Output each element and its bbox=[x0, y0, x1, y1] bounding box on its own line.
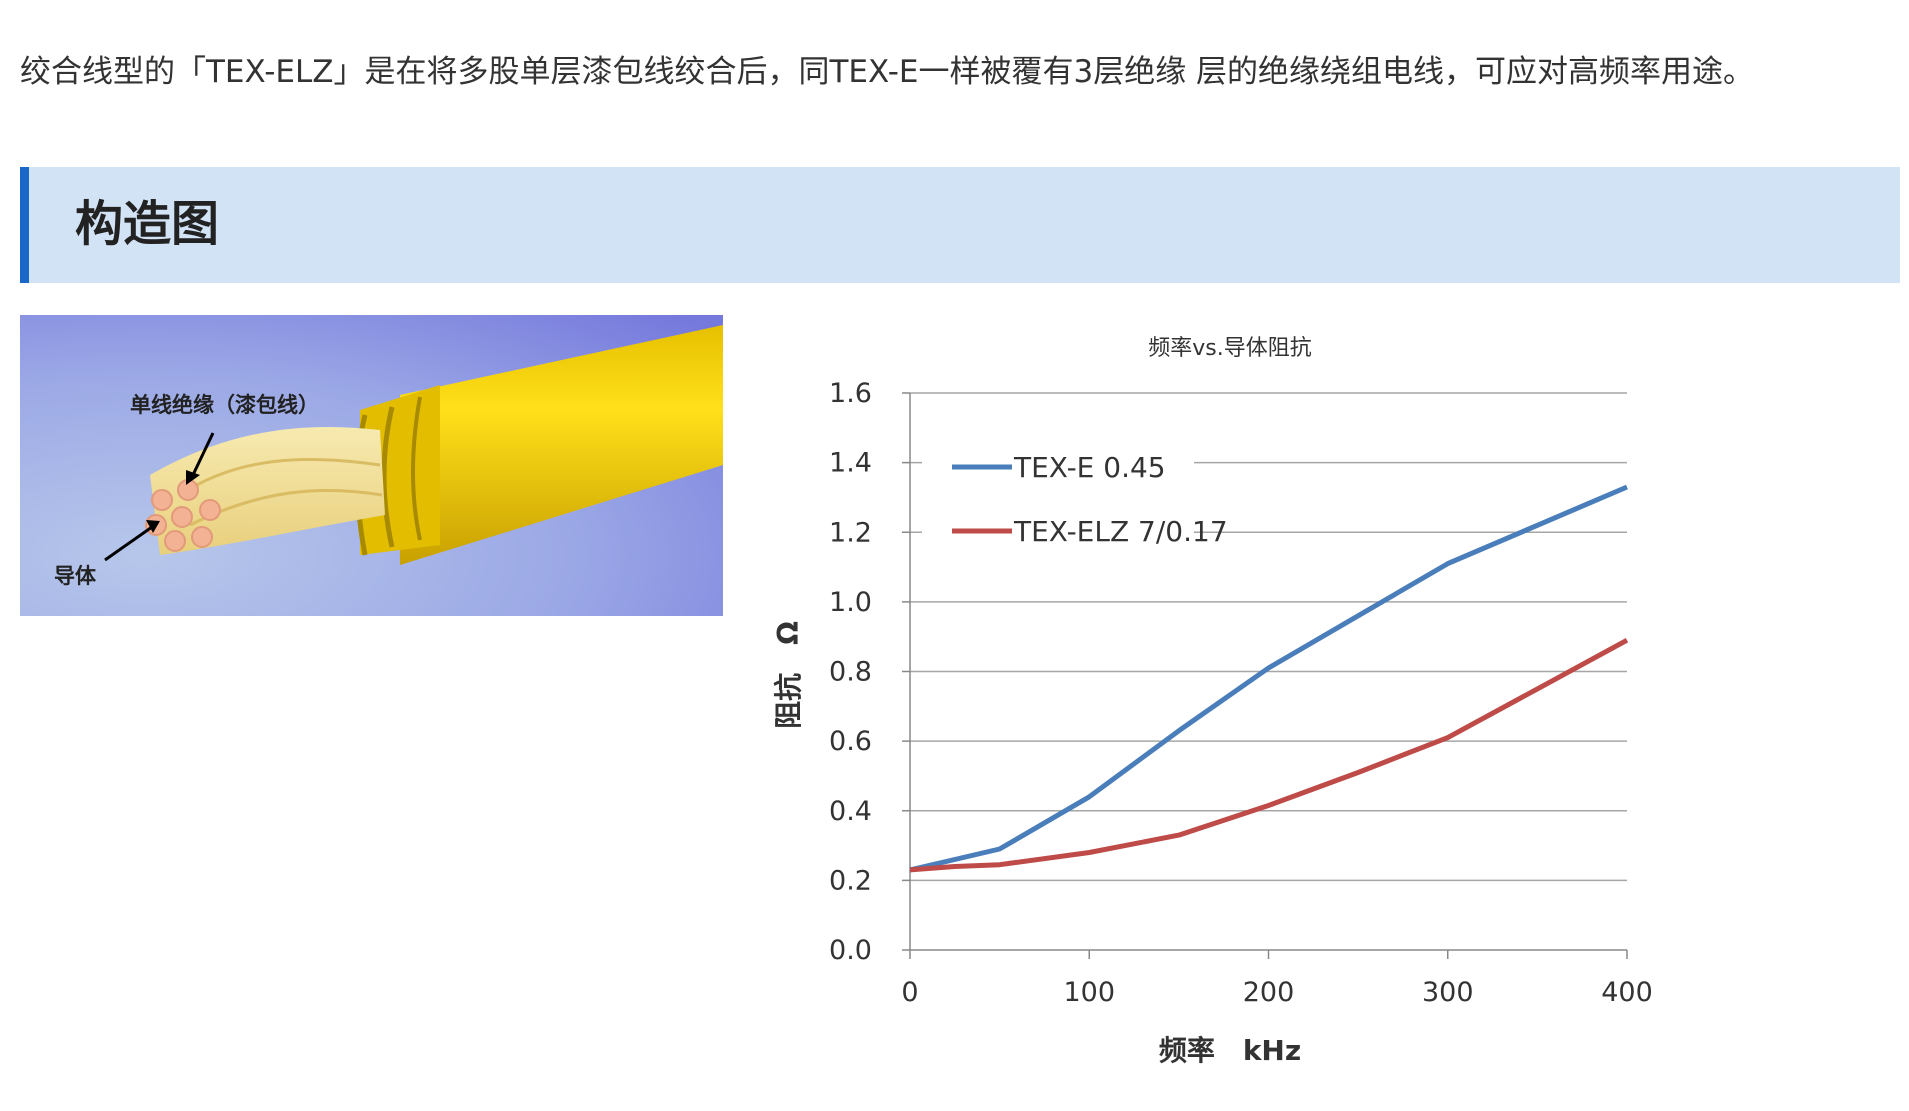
conductor-strand bbox=[151, 489, 173, 511]
conductor-bundle bbox=[145, 479, 221, 552]
x-tick-label: 200 bbox=[1243, 977, 1295, 1008]
series-lines bbox=[909, 484, 1629, 873]
y-tick-label: 0.4 bbox=[829, 796, 872, 827]
conductor-pointer-arrow bbox=[104, 525, 153, 562]
conductor-label: 导体 bbox=[54, 564, 97, 588]
y-tick-labels: 0.0 0.2 0.4 0.6 0.8 1.0 1.2 1.4 1.6 bbox=[829, 378, 872, 966]
impedance-chart: 频率vs.导体阻抗 0.0 0.2 0.4 0.6 0.8 1.0 1.2 1.4 1.6 0 1… bbox=[772, 336, 1653, 1067]
conductor-strand bbox=[191, 526, 213, 548]
x-tick-label: 300 bbox=[1422, 977, 1474, 1008]
chart-title: 频率vs.导体阻抗 bbox=[1148, 336, 1311, 361]
y-tick-label: 0.6 bbox=[829, 726, 872, 757]
insulation-arrowhead bbox=[186, 470, 200, 485]
legend-label: TEX-E 0.45 bbox=[1013, 451, 1166, 484]
insulation-ring-3 bbox=[411, 396, 422, 541]
conductor-strand bbox=[164, 530, 186, 552]
grid-lines bbox=[910, 392, 1627, 882]
y-tick-label: 1.4 bbox=[829, 448, 872, 479]
conductor-strand bbox=[199, 499, 221, 521]
x-tick-labels: 0 100 200 300 400 bbox=[901, 977, 1652, 1008]
x-tick-label: 400 bbox=[1601, 977, 1653, 1008]
y-tick-label: 0.2 bbox=[829, 865, 872, 896]
series-line bbox=[909, 638, 1629, 873]
insulation-label: 单线绝缘（漆包线） bbox=[130, 393, 319, 417]
cable-structure-illustration: 单线绝缘（漆包线） 导体 bbox=[20, 315, 723, 616]
conductor-arrowhead bbox=[146, 520, 160, 533]
strand-twist-1 bbox=[179, 457, 381, 497]
series-line bbox=[909, 484, 1628, 873]
y-tick-label: 0.8 bbox=[829, 657, 872, 688]
x-tick-label: 0 bbox=[901, 977, 918, 1008]
section-title: 构造图 bbox=[75, 196, 220, 252]
y-axis-label: 阻抗 Ω bbox=[772, 621, 805, 729]
insulation-pointer-arrow bbox=[190, 432, 215, 478]
section-header: 构造图 bbox=[20, 167, 1900, 283]
y-tick-label: 1.2 bbox=[829, 517, 872, 548]
y-tick-label: 0.0 bbox=[829, 935, 872, 966]
outer-insulation-layer bbox=[400, 325, 723, 565]
y-tick-label: 1.6 bbox=[829, 378, 872, 409]
legend: TEX-E 0.45 TEX-ELZ 7/0.17 bbox=[922, 443, 1228, 555]
conductor-strand bbox=[171, 506, 193, 528]
y-tick-label: 1.0 bbox=[829, 587, 872, 618]
axes bbox=[902, 392, 1628, 959]
insulation-ring-2 bbox=[381, 406, 395, 548]
x-tick-label: 100 bbox=[1063, 977, 1115, 1008]
legend-label: TEX-ELZ 7/0.17 bbox=[1013, 515, 1228, 548]
x-axis-label: 频率 kHz bbox=[1159, 1034, 1301, 1067]
intro-text: 绞合线型的「TEX-ELZ」是在将多股单层漆包线绞合后，同TEX-E一样被覆有3… bbox=[20, 54, 1755, 90]
